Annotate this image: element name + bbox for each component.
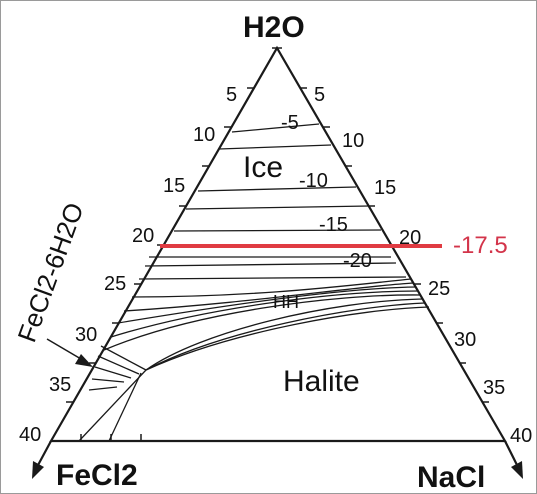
- right-tick-label: 10: [342, 130, 364, 152]
- right-tick-label: 30: [454, 329, 476, 351]
- hydrate-pointer-line: [46, 338, 82, 360]
- left-tick-label: 35: [49, 374, 71, 396]
- hydrate-pointer-arrowhead: [75, 354, 93, 367]
- hydrate-field-lines: [78, 345, 147, 442]
- left-tick-label: 10: [193, 124, 215, 146]
- left-corner-axis: [36, 440, 52, 468]
- right-axis-arrowhead: [511, 461, 523, 479]
- right-tick-label: 35: [483, 377, 505, 399]
- hh-cotectic-lines: [103, 256, 426, 371]
- hh-field-label: HH: [273, 292, 299, 312]
- halite-field-boundary: [145, 306, 430, 371]
- right-tick-label: 5: [314, 84, 325, 106]
- left-tick-label: 15: [163, 175, 185, 197]
- right-tick-label: 25: [428, 278, 450, 300]
- vertex-label-h2o: H2O: [243, 11, 305, 44]
- vertex-label-nacl: NaCl: [417, 461, 485, 493]
- left-tick-label: 40: [19, 424, 41, 446]
- ice-field-label: Ice: [243, 151, 283, 184]
- halite-field-label: Halite: [283, 365, 360, 398]
- highlight-value-label: -17.5: [453, 232, 508, 259]
- isotherm-label: -10: [299, 170, 328, 192]
- isotherm-label: -20: [343, 250, 372, 272]
- right-tick-label: 15: [374, 177, 396, 199]
- left-tick-label: 5: [226, 84, 237, 106]
- left-axis-arrowhead: [32, 461, 44, 479]
- ice-isotherms: [173, 123, 382, 232]
- right-corner-axis: [504, 440, 519, 468]
- right-tick-label: 20: [399, 227, 421, 249]
- isotherm-label: -15: [319, 214, 348, 236]
- right-tick-label: 40: [510, 425, 532, 447]
- isotherm-label: -5: [281, 112, 299, 134]
- vertex-label-fecl2: FeCl2: [56, 459, 138, 492]
- left-tick-label: 20: [132, 225, 154, 247]
- left-tick-label: 30: [75, 324, 97, 346]
- left-tick-label: 25: [104, 273, 126, 295]
